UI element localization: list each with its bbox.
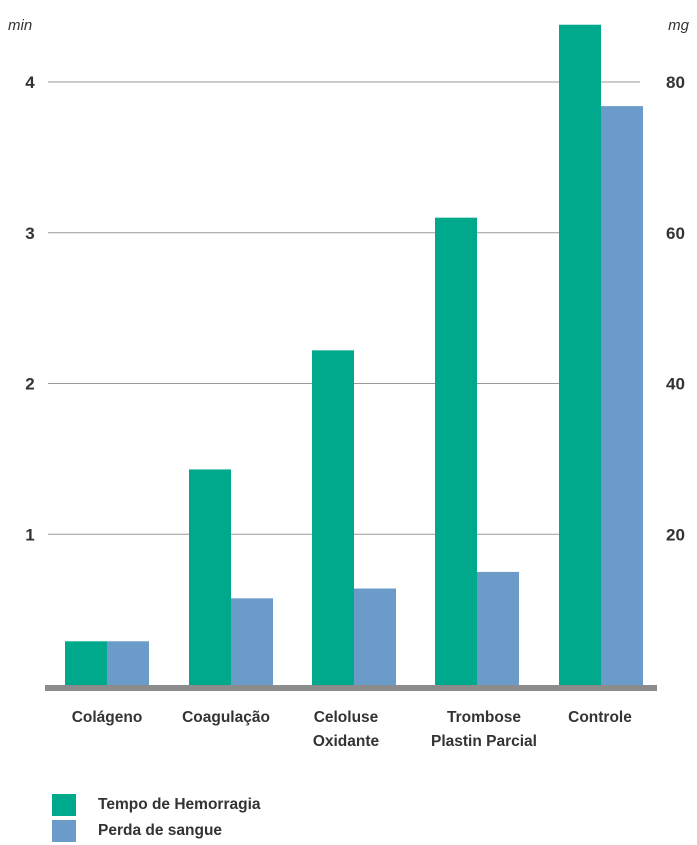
left-tick-label: 1 [25,525,34,544]
legend: Tempo de Hemorragia Perda de sangue [52,792,261,844]
category-label: Trombose Plastin Parcial [431,709,537,750]
legend-swatch-series-1 [52,794,76,816]
bar-tempo-1 [65,641,107,685]
bar-tempo-2 [189,469,231,685]
bar-perda-5 [601,106,643,686]
right-tick-label: 40 [666,375,685,394]
bar-tempo-4 [435,217,477,686]
legend-label-series-2: Perda de sangue [98,822,223,839]
legend-item-series-1: Tempo de Hemorragia [52,792,261,818]
bar-tempo-3 [312,350,354,685]
right-tick-label: 20 [666,525,685,544]
left-tick-label: 3 [25,224,34,243]
left-tick-label: 2 [25,375,34,394]
bars [65,24,643,686]
bar-tempo-5 [559,24,601,685]
legend-swatch-series-2 [52,820,76,842]
category-label: Celoluse Oxidante [313,709,380,750]
category-label: Controle [568,709,632,726]
x-axis-baseline [45,685,657,691]
category-label: Coagulação [182,709,270,726]
right-tick-label: 80 [666,73,685,92]
bar-perda-4 [477,571,519,685]
bar-perda-2 [231,598,273,685]
category-label: Colágeno [72,709,143,726]
left-tick-label: 4 [25,73,35,92]
legend-label-series-1: Tempo de Hemorragia [98,796,261,813]
left-axis-unit: min [8,17,32,34]
right-axis-ticks: 20 40 60 80 [666,73,685,544]
bar-perda-1 [107,641,149,685]
left-axis-ticks: 1 2 3 4 [25,73,35,544]
legend-item-series-2: Perda de sangue [52,818,261,844]
bar-perda-3 [354,588,396,685]
right-axis-unit: mg [668,17,689,34]
category-labels: Colágeno Coagulação Celoluse Oxidante Trombo… [72,709,633,750]
right-tick-label: 60 [666,224,685,243]
